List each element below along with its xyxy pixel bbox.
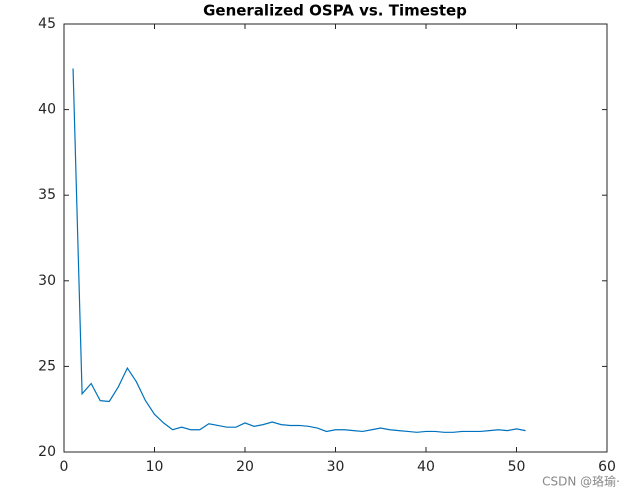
y-tick-label: 35 — [38, 187, 56, 203]
x-tick-label: 10 — [146, 459, 164, 475]
x-tick-label: 50 — [508, 459, 526, 475]
y-tick-label: 40 — [38, 102, 56, 118]
y-tick-label: 30 — [38, 273, 56, 289]
axes-box — [63, 23, 608, 453]
x-tick-label: 40 — [417, 459, 435, 475]
x-tick-label: 60 — [598, 459, 616, 475]
x-tick-label: 20 — [236, 459, 254, 475]
x-tick-label: 30 — [327, 459, 345, 475]
y-tick-label: 25 — [38, 358, 56, 374]
y-tick-label: 20 — [38, 444, 56, 460]
x-tick-label: 0 — [60, 459, 69, 475]
data-line — [72, 68, 526, 433]
chart-title: Generalized OSPA vs. Timestep — [203, 2, 467, 20]
watermark: CSDN @珞瑜· — [542, 474, 620, 489]
y-tick-label: 45 — [38, 16, 56, 32]
